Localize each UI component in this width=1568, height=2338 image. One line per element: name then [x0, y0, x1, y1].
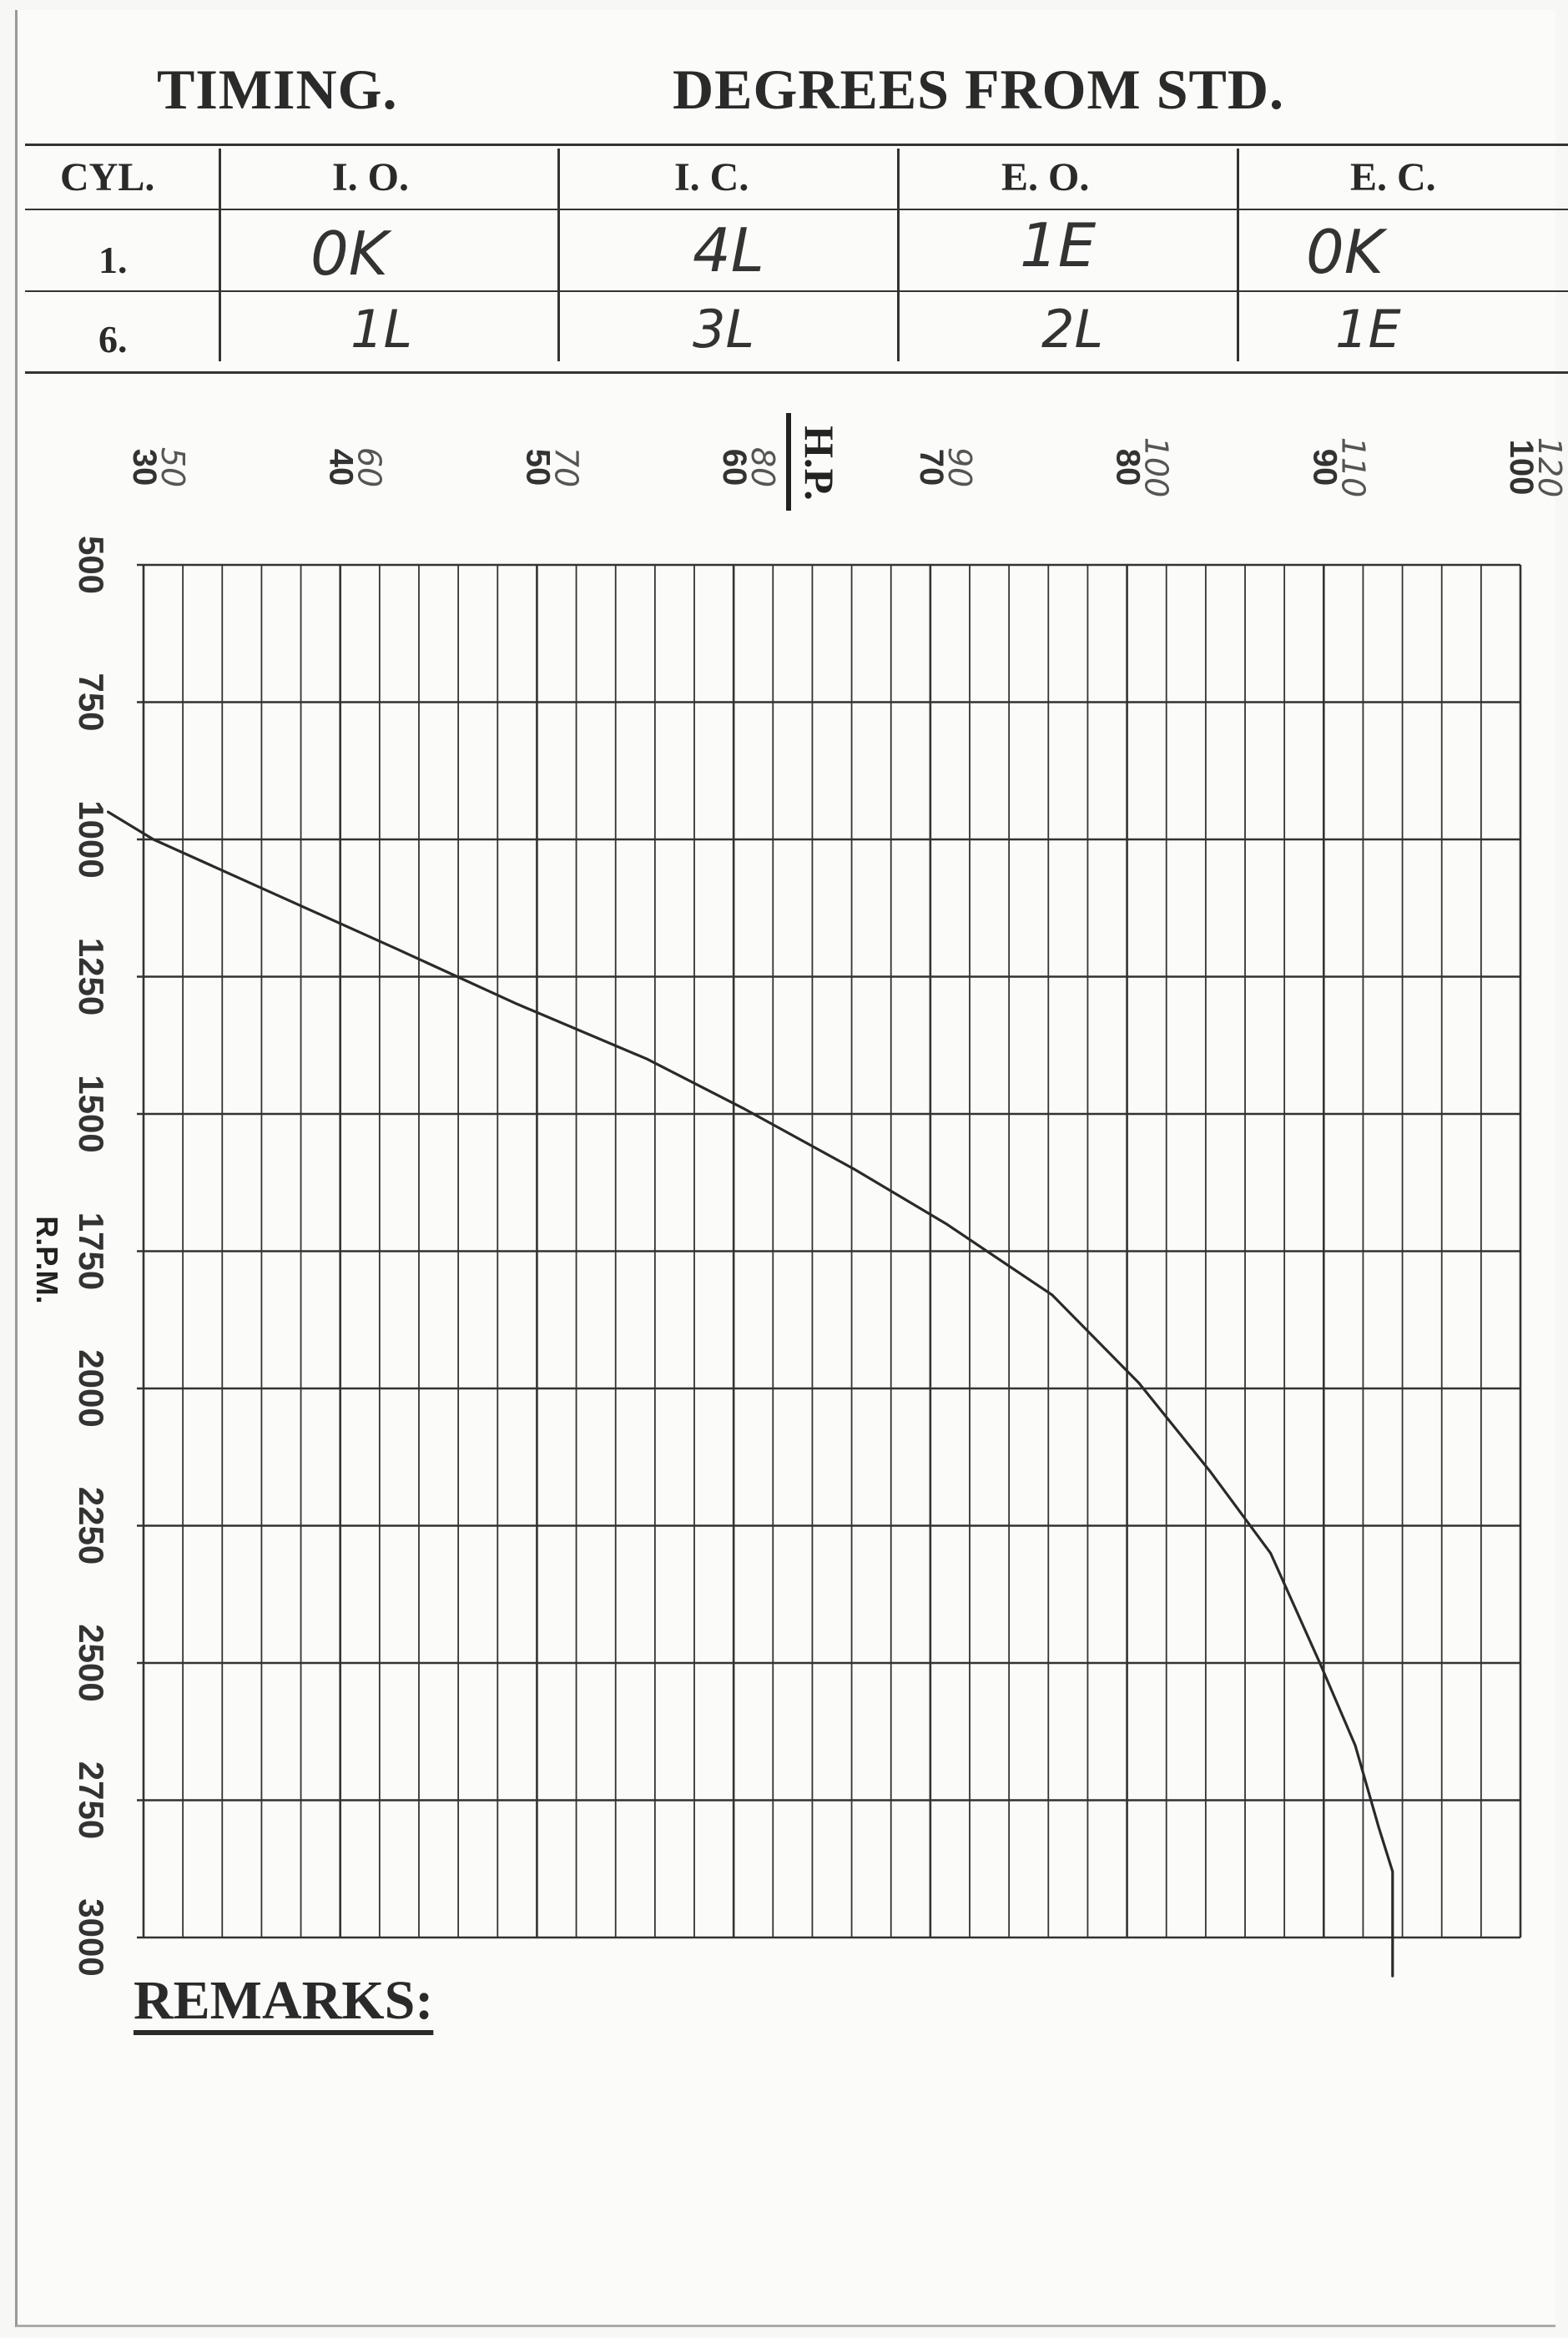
cyl-row-label: 1.: [98, 239, 128, 281]
y-tick-label: 750: [72, 673, 111, 731]
timing-value-io: 1L: [350, 299, 412, 360]
column-header-io: I. O.: [332, 155, 410, 199]
y-tick-label: 3000: [72, 1898, 111, 1976]
table-header-rule: [25, 209, 1568, 210]
x-tick-label: 30: [126, 449, 163, 486]
x-tick-label: 40: [323, 449, 360, 486]
table-col-divider: [219, 149, 221, 361]
x-tick-label: 50: [519, 449, 556, 486]
timing-value-eo: 2L: [1041, 299, 1103, 360]
remarks-label: REMARKS:: [134, 1970, 434, 2031]
y-tick-label: 2000: [72, 1349, 111, 1427]
y-tick-label: 1000: [72, 800, 111, 878]
timing-title: TIMING.: [157, 58, 398, 121]
x-axis-label: H.P.: [796, 426, 843, 501]
column-header-cyl: CYL.: [60, 155, 155, 199]
x-tick-handwritten: 100: [1138, 437, 1175, 498]
cyl-row-label: 6.: [98, 318, 128, 360]
degrees-from-std-title: DEGREES FROM STD.: [673, 58, 1284, 121]
timing-card: [15, 10, 1555, 2327]
table-bottom-rule: [25, 371, 1568, 374]
y-tick-label: 2750: [72, 1761, 111, 1839]
x-tick-handwritten: 80: [744, 447, 781, 487]
timing-value-ec: 0K: [1306, 217, 1384, 287]
table-col-divider: [897, 149, 900, 361]
y-tick-label: 1500: [72, 1075, 111, 1152]
x-tick-label: 100: [1503, 440, 1540, 496]
table-top-rule: [25, 144, 1568, 146]
x-tick-handwritten: 90: [941, 447, 978, 487]
timing-value-ec: 1E: [1335, 299, 1401, 360]
timing-value-ic: 4L: [693, 215, 764, 285]
timing-value-io: 0K: [310, 219, 389, 289]
y-axis-label: R.P.M.: [30, 1216, 64, 1303]
column-header-eo: E. O.: [1001, 155, 1090, 199]
y-tick-label: 2500: [72, 1624, 111, 1701]
column-header-ic: I. C.: [674, 155, 749, 199]
y-tick-label: 2250: [72, 1487, 111, 1565]
x-tick-label: 90: [1306, 449, 1343, 486]
x-tick-handwritten: 120: [1531, 437, 1568, 498]
table-col-divider: [1237, 149, 1239, 361]
table-row-rule: [25, 290, 1568, 292]
table-col-divider: [557, 149, 560, 361]
timing-value-eo: 1E: [1020, 210, 1097, 280]
timing-value-ic: 3L: [693, 299, 754, 360]
x-tick-label: 80: [1110, 449, 1147, 486]
y-tick-label: 1750: [72, 1212, 111, 1290]
x-tick-label: 60: [716, 449, 753, 486]
column-header-ec: E. C.: [1350, 155, 1436, 199]
x-tick-handwritten: 110: [1334, 437, 1371, 498]
x-tick-label: 70: [913, 449, 950, 486]
x-tick-handwritten: 60: [351, 447, 388, 487]
y-tick-label: 1250: [72, 938, 111, 1015]
x-tick-handwritten: 50: [154, 447, 191, 487]
hp-curve-line: [107, 810, 1394, 1978]
x-tick-handwritten: 70: [547, 447, 584, 487]
y-tick-label: 500: [72, 536, 111, 594]
